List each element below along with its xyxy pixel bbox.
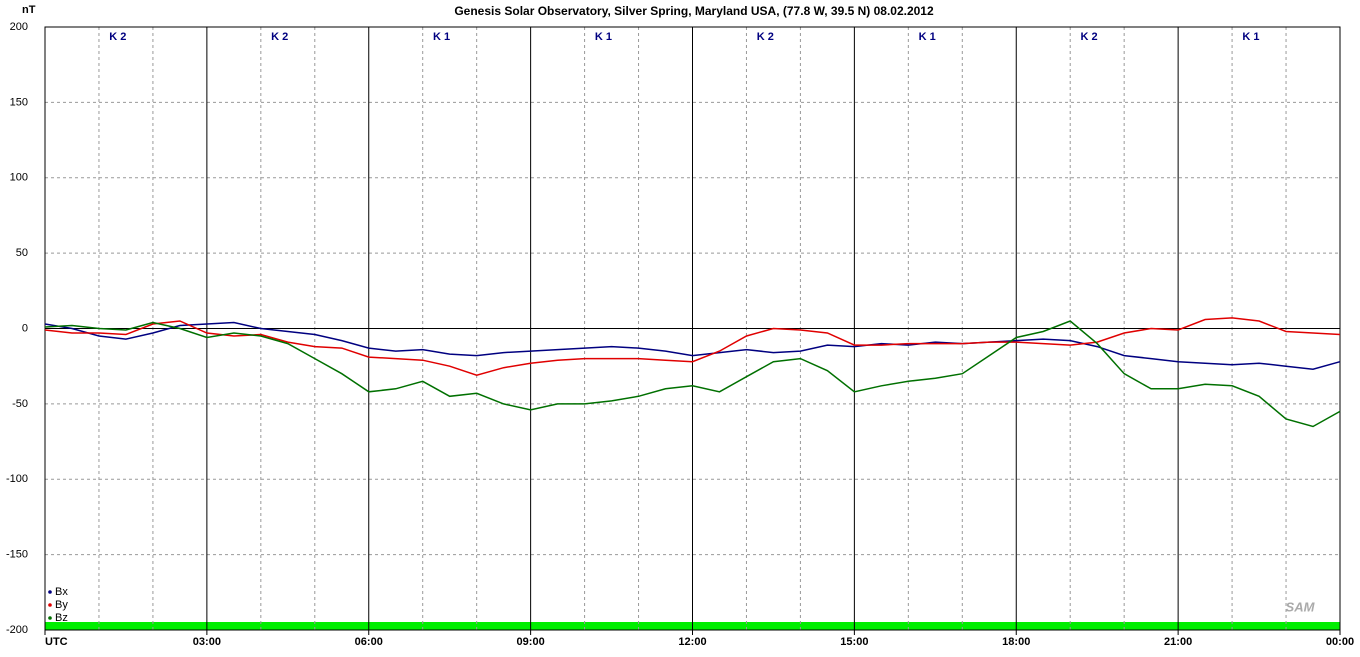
legend-marker — [48, 590, 52, 594]
legend-label: By — [55, 599, 68, 611]
legend-marker — [48, 616, 52, 620]
k-index-label: K 1 — [595, 31, 612, 43]
plot-frame — [44, 26, 1341, 631]
series-line — [44, 320, 1341, 428]
legend-label: Bx — [55, 586, 68, 598]
y-tick-label: 0 — [22, 322, 28, 334]
y-tick-label: -200 — [6, 624, 28, 636]
y-tick-label: 50 — [16, 247, 28, 259]
legend-label: Bz — [55, 612, 68, 624]
k-index-label: K 1 — [433, 31, 450, 43]
x-tick-label: 18:00 — [1002, 636, 1030, 648]
k-index-label: K 1 — [1242, 31, 1259, 43]
logo: SAM — [1286, 599, 1316, 614]
k-index-label: K 2 — [271, 31, 288, 43]
x-tick-label: 21:00 — [1164, 636, 1192, 648]
series-line — [44, 321, 1341, 370]
y-tick-label: 200 — [10, 21, 28, 33]
legend-marker — [48, 603, 52, 607]
y-tick-label: -150 — [6, 549, 28, 561]
y-axis-label: nT — [22, 4, 36, 16]
k-index-label: K 1 — [919, 31, 936, 43]
k-index-label: K 2 — [1081, 31, 1098, 43]
y-tick-label: -100 — [6, 473, 28, 485]
x-tick-label: UTC — [45, 636, 68, 648]
y-tick-label: 150 — [10, 96, 28, 108]
x-tick-label: 06:00 — [355, 636, 383, 648]
x-tick-label: 15:00 — [840, 636, 868, 648]
k-index-label: K 2 — [757, 31, 774, 43]
y-tick-label: -50 — [12, 398, 28, 410]
series-line — [44, 317, 1341, 376]
x-tick-label: 00:00 — [1326, 636, 1354, 648]
x-tick-label: 03:00 — [193, 636, 221, 648]
y-tick-label: 100 — [10, 172, 28, 184]
x-tick-label: 09:00 — [517, 636, 545, 648]
chart-title: Genesis Solar Observatory, Silver Spring… — [454, 4, 934, 18]
x-tick-label: 12:00 — [678, 636, 706, 648]
k-index-label: K 2 — [109, 31, 126, 43]
